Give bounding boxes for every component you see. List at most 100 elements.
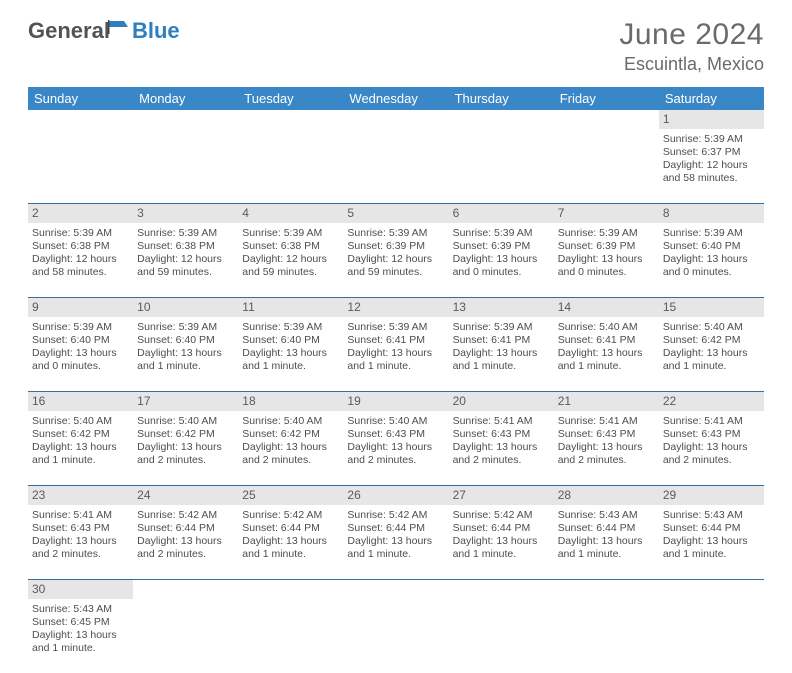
sunset-text: Sunset: 6:43 PM bbox=[558, 428, 655, 441]
sunrise-text: Sunrise: 5:41 AM bbox=[453, 415, 550, 428]
calendar-cell: 10Sunrise: 5:39 AMSunset: 6:40 PMDayligh… bbox=[133, 298, 238, 392]
sunrise-text: Sunrise: 5:42 AM bbox=[242, 509, 339, 522]
cell-content: Sunrise: 5:39 AMSunset: 6:37 PMDaylight:… bbox=[659, 131, 764, 203]
sunrise-text: Sunrise: 5:42 AM bbox=[453, 509, 550, 522]
daylight-text: Daylight: 13 hours and 1 minute. bbox=[242, 347, 339, 373]
cell-content: Sunrise: 5:42 AMSunset: 6:44 PMDaylight:… bbox=[133, 507, 238, 579]
calendar-cell: 24 Sunrise: 5:42 AMSunset: 6:44 PMDayligh… bbox=[133, 486, 238, 580]
calendar-cell: 26Sunrise: 5:42 AMSunset: 6:44 PMDayligh… bbox=[343, 486, 448, 580]
sunset-text: Sunset: 6:39 PM bbox=[558, 240, 655, 253]
calendar-cell: 7Sunrise: 5:39 AMSunset: 6:39 PMDaylight… bbox=[554, 204, 659, 298]
sunrise-text: Sunrise: 5:39 AM bbox=[32, 321, 129, 334]
sunrise-text: Sunrise: 5:39 AM bbox=[663, 227, 760, 240]
calendar-table: Sunday Monday Tuesday Wednesday Thursday… bbox=[28, 87, 764, 673]
date-number: 15 bbox=[659, 298, 764, 317]
cell-content: Sunrise: 5:40 AMSunset: 6:41 PMDaylight:… bbox=[554, 319, 659, 391]
calendar-body: ......1Sunrise: 5:39 AMSunset: 6:37 PMDa… bbox=[28, 110, 764, 673]
cell-content: Sunrise: 5:40 AMSunset: 6:42 PMDaylight:… bbox=[659, 319, 764, 391]
date-number: 20 bbox=[449, 392, 554, 411]
cell-content: Sunrise: 5:39 AMSunset: 6:40 PMDaylight:… bbox=[659, 225, 764, 297]
date-number: 8 bbox=[659, 204, 764, 223]
daylight-text: Daylight: 13 hours and 1 minute. bbox=[558, 347, 655, 373]
daylight-text: Daylight: 13 hours and 1 minute. bbox=[663, 347, 760, 373]
calendar-cell: 17Sunrise: 5:40 AMSunset: 6:42 PMDayligh… bbox=[133, 392, 238, 486]
sunrise-text: Sunrise: 5:39 AM bbox=[137, 227, 234, 240]
cell-content: Sunrise: 5:39 AMSunset: 6:39 PMDaylight:… bbox=[343, 225, 448, 297]
sunset-text: Sunset: 6:43 PM bbox=[663, 428, 760, 441]
date-number: 24 bbox=[133, 486, 238, 505]
sunset-text: Sunset: 6:44 PM bbox=[453, 522, 550, 535]
sunset-text: Sunset: 6:41 PM bbox=[453, 334, 550, 347]
calendar-cell: 4Sunrise: 5:39 AMSunset: 6:38 PMDaylight… bbox=[238, 204, 343, 298]
sunrise-text: Sunrise: 5:41 AM bbox=[32, 509, 129, 522]
sunset-text: Sunset: 6:42 PM bbox=[32, 428, 129, 441]
calendar-cell: 9Sunrise: 5:39 AMSunset: 6:40 PMDaylight… bbox=[28, 298, 133, 392]
calendar-cell: 6Sunrise: 5:39 AMSunset: 6:39 PMDaylight… bbox=[449, 204, 554, 298]
calendar-cell: 8 Sunrise: 5:39 AMSunset: 6:40 PMDaylight… bbox=[659, 204, 764, 298]
calendar-cell: . bbox=[343, 110, 448, 204]
calendar-cell: 25 Sunrise: 5:42 AMSunset: 6:44 PMDayligh… bbox=[238, 486, 343, 580]
date-number: 6 bbox=[449, 204, 554, 223]
calendar-cell: . bbox=[449, 110, 554, 204]
calendar-cell: 22 Sunrise: 5:41 AMSunset: 6:43 PMDayligh… bbox=[659, 392, 764, 486]
sunset-text: Sunset: 6:38 PM bbox=[137, 240, 234, 253]
calendar-week: 23Sunrise: 5:41 AMSunset: 6:43 PMDayligh… bbox=[28, 486, 764, 580]
daylight-text: Daylight: 13 hours and 2 minutes. bbox=[242, 441, 339, 467]
sunrise-text: Sunrise: 5:42 AM bbox=[137, 509, 234, 522]
calendar-cell: . bbox=[28, 110, 133, 204]
sunset-text: Sunset: 6:44 PM bbox=[242, 522, 339, 535]
calendar-cell: 16Sunrise: 5:40 AMSunset: 6:42 PMDayligh… bbox=[28, 392, 133, 486]
daylight-text: Daylight: 13 hours and 2 minutes. bbox=[32, 535, 129, 561]
sunset-text: Sunset: 6:43 PM bbox=[453, 428, 550, 441]
logo-general: General bbox=[28, 18, 110, 43]
date-number: 1 bbox=[659, 110, 764, 129]
calendar-cell: 23Sunrise: 5:41 AMSunset: 6:43 PMDayligh… bbox=[28, 486, 133, 580]
calendar-cell bbox=[449, 580, 554, 673]
calendar-cell: 30Sunrise: 5:43 AMSunset: 6:45 PMDayligh… bbox=[28, 580, 133, 673]
cell-content: Sunrise: 5:40 AMSunset: 6:42 PMDaylight:… bbox=[28, 413, 133, 485]
sunrise-text: Sunrise: 5:39 AM bbox=[347, 227, 444, 240]
date-number: 22 bbox=[659, 392, 764, 411]
date-number: 29 bbox=[659, 486, 764, 505]
daylight-text: Daylight: 13 hours and 1 minute. bbox=[558, 535, 655, 561]
sunset-text: Sunset: 6:38 PM bbox=[242, 240, 339, 253]
daylight-text: Daylight: 13 hours and 2 minutes. bbox=[453, 441, 550, 467]
cell-content: Sunrise: 5:42 AMSunset: 6:44 PMDaylight:… bbox=[238, 507, 343, 579]
sunrise-text: Sunrise: 5:40 AM bbox=[32, 415, 129, 428]
date-number: 13 bbox=[449, 298, 554, 317]
cell-content: Sunrise: 5:40 AMSunset: 6:42 PMDaylight:… bbox=[133, 413, 238, 485]
sunset-text: Sunset: 6:42 PM bbox=[663, 334, 760, 347]
cell-content: Sunrise: 5:42 AMSunset: 6:44 PMDaylight:… bbox=[449, 507, 554, 579]
sunrise-text: Sunrise: 5:39 AM bbox=[453, 321, 550, 334]
date-number: 12 bbox=[343, 298, 448, 317]
date-number: 10 bbox=[133, 298, 238, 317]
sunrise-text: Sunrise: 5:40 AM bbox=[347, 415, 444, 428]
date-number: 4 bbox=[238, 204, 343, 223]
calendar-cell: . bbox=[238, 110, 343, 204]
sunrise-text: Sunrise: 5:39 AM bbox=[453, 227, 550, 240]
date-number: 18 bbox=[238, 392, 343, 411]
daylight-text: Daylight: 13 hours and 1 minute. bbox=[137, 347, 234, 373]
calendar-cell bbox=[133, 580, 238, 673]
cell-content: Sunrise: 5:41 AMSunset: 6:43 PMDaylight:… bbox=[659, 413, 764, 485]
cell-content: Sunrise: 5:41 AMSunset: 6:43 PMDaylight:… bbox=[449, 413, 554, 485]
sunset-text: Sunset: 6:44 PM bbox=[558, 522, 655, 535]
date-number: 27 bbox=[449, 486, 554, 505]
calendar-cell: 2Sunrise: 5:39 AMSunset: 6:38 PMDaylight… bbox=[28, 204, 133, 298]
sunset-text: Sunset: 6:40 PM bbox=[242, 334, 339, 347]
daylight-text: Daylight: 12 hours and 59 minutes. bbox=[137, 253, 234, 279]
sunrise-text: Sunrise: 5:43 AM bbox=[32, 603, 129, 616]
calendar-week: ......1Sunrise: 5:39 AMSunset: 6:37 PMDa… bbox=[28, 110, 764, 204]
date-number: 30 bbox=[28, 580, 133, 599]
calendar-cell: 3 Sunrise: 5:39 AMSunset: 6:38 PMDaylight… bbox=[133, 204, 238, 298]
date-number: 3 bbox=[133, 204, 238, 223]
logo-blue: Blue bbox=[132, 18, 180, 43]
sunset-text: Sunset: 6:40 PM bbox=[663, 240, 760, 253]
date-number: 7 bbox=[554, 204, 659, 223]
sunset-text: Sunset: 6:39 PM bbox=[453, 240, 550, 253]
sunrise-text: Sunrise: 5:39 AM bbox=[242, 321, 339, 334]
date-number: 25 bbox=[238, 486, 343, 505]
date-number: 14 bbox=[554, 298, 659, 317]
daylight-text: Daylight: 13 hours and 2 minutes. bbox=[137, 535, 234, 561]
daylight-text: Daylight: 12 hours and 58 minutes. bbox=[32, 253, 129, 279]
